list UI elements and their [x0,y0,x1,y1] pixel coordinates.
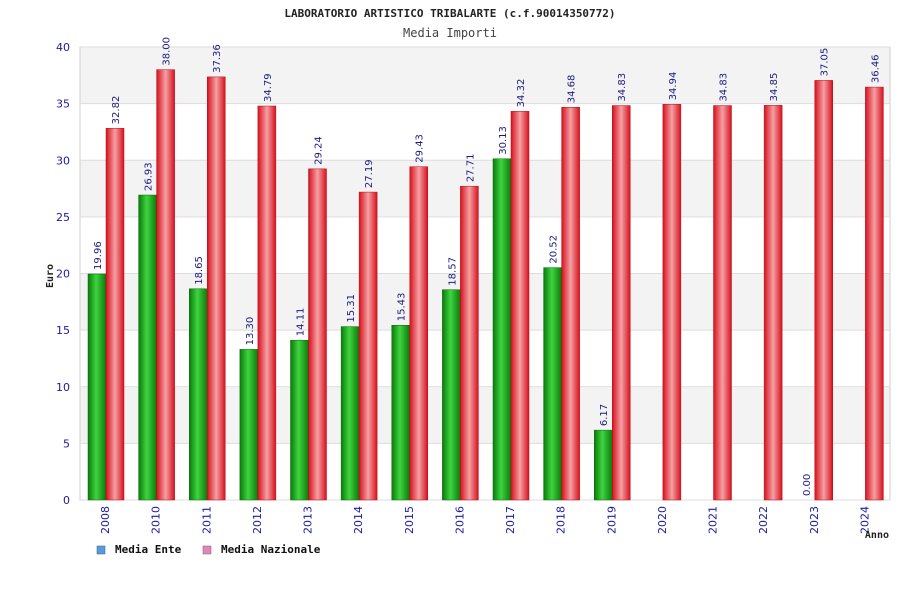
value-label: 6.17 [599,404,610,426]
value-label: 36.46 [870,54,881,83]
x-tick-label: 2013 [302,506,315,534]
bar-media-ente-2015 [391,325,410,501]
x-axis-label: Anno [865,530,889,541]
value-label: 30.13 [498,126,509,155]
x-tick-label: 2016 [453,506,466,534]
y-tick-label: 0 [63,494,70,507]
x-axis-ticks: 2008 2010 2011 2012 2013 2014 2015 2016 2017 2018… [99,506,871,534]
y-tick-label: 35 [56,98,70,111]
value-label: 34.79 [263,73,274,102]
value-label: 29.43 [415,134,426,163]
value-label: 15.43 [397,293,408,322]
value-label: 37.36 [212,44,223,73]
bar-media-nazionale-2020 [662,104,682,501]
y-axis-label: Euro [45,264,56,288]
bar-media-nazionale-2011 [207,76,226,501]
value-label: 15.31 [346,294,357,323]
x-tick-label: 2024 [858,506,871,534]
bar-media-ente-2019 [594,429,613,501]
y-tick-label: 5 [63,437,70,450]
value-label: 29.24 [314,136,325,165]
bar-media-nazionale-2023 [814,80,833,501]
value-label: 32.82 [111,96,122,125]
bars [87,69,884,501]
value-label: 0.00 [802,474,813,496]
value-label: 27.71 [465,154,476,183]
bar-media-ente-2011 [189,288,208,501]
value-label: 18.57 [447,257,458,286]
bar-media-nazionale-2015 [409,166,428,501]
y-tick-label: 15 [56,324,70,337]
bar-media-ente-2012 [239,349,259,501]
bar-media-ente-2016 [442,289,461,501]
value-label: 34.94 [668,72,679,101]
x-tick-label: 2014 [352,506,365,534]
bar-media-nazionale-2010 [156,69,175,501]
x-tick-label: 2019 [605,506,618,534]
bar-media-ente-2018 [543,267,562,501]
y-axis-ticks: 0 5 10 15 20 25 30 35 40 [56,41,70,507]
value-label: 14.11 [296,308,307,337]
bar-media-nazionale-2008 [105,128,125,501]
chart-title: LABORATORIO ARTISTICO TRIBALARTE (c.f.90… [284,7,615,20]
x-tick-label: 2023 [808,506,821,534]
value-label: 34.32 [516,79,527,108]
value-label: 19.96 [93,241,104,270]
bar-media-nazionale-2022 [763,105,783,501]
bar-media-nazionale-2019 [612,105,631,501]
bar-media-nazionale-2012 [257,105,277,501]
value-label: 13.30 [245,317,256,346]
value-label: 38.00 [162,37,173,66]
legend-label-media-nazionale: Media Nazionale [221,543,321,556]
x-tick-label: 2020 [656,506,669,534]
value-label: 18.65 [194,256,205,285]
x-tick-label: 2011 [200,506,213,534]
x-tick-label: 2015 [403,506,416,534]
bar-media-nazionale-2017 [510,111,530,501]
x-tick-label: 2008 [99,506,112,534]
bar-media-nazionale-2013 [308,168,327,501]
value-label: 34.68 [567,75,578,104]
y-tick-label: 40 [56,41,70,54]
bar-media-ente-2013 [290,339,309,501]
y-tick-label: 25 [56,211,70,224]
value-label: 34.83 [719,73,730,102]
legend-label-media-ente: Media Ente [115,543,182,556]
value-label: 27.19 [364,159,375,188]
bar-media-nazionale-2021 [713,105,732,501]
bar-media-nazionale-2024 [865,86,884,501]
value-label: 26.93 [144,162,155,191]
y-tick-label: 30 [56,154,70,167]
x-tick-label: 2021 [707,506,720,534]
value-labels: 19.96 32.82 26.93 38.00 18.65 37.36 13.30 34.79… [93,37,881,496]
legend-swatch-media-ente [96,545,106,555]
legend-swatch-media-nazionale [202,545,212,555]
y-tick-label: 10 [56,381,70,394]
y-tick-label: 20 [56,268,70,281]
bar-media-ente-2008 [87,273,107,501]
x-tick-label: 2022 [757,506,770,534]
bar-media-ente-2014 [340,326,360,501]
chart-subtitle: Media Importi [403,26,497,40]
value-label: 37.05 [820,48,831,77]
value-label: 20.52 [549,235,560,264]
bar-media-ente-2017 [492,158,512,501]
bar-media-nazionale-2016 [460,185,479,501]
legend: Media Ente Media Nazionale [96,543,321,556]
x-tick-label: 2018 [555,506,568,534]
x-tick-label: 2012 [251,506,264,534]
value-label: 34.85 [769,73,780,102]
bar-media-nazionale-2018 [561,106,580,501]
value-label: 34.83 [617,73,628,102]
bar-media-ente-2010 [138,194,157,501]
x-tick-label: 2017 [504,506,517,534]
bar-media-nazionale-2014 [358,191,378,501]
x-tick-label: 2010 [150,506,163,534]
